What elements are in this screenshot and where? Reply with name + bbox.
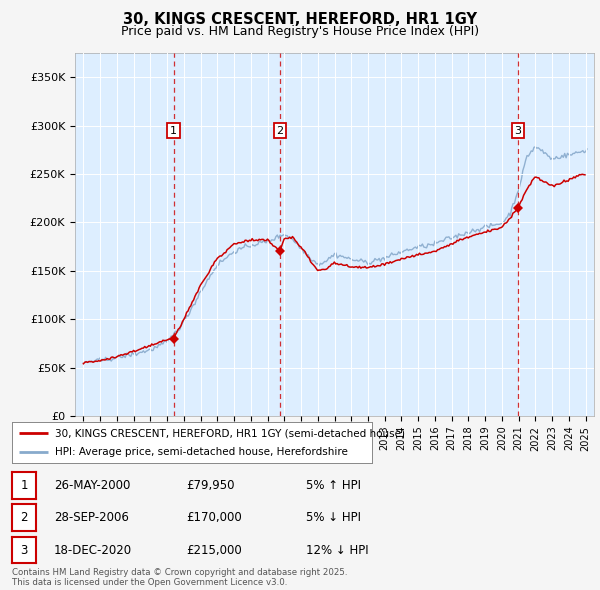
Text: 5% ↑ HPI: 5% ↑ HPI xyxy=(306,478,361,492)
Text: 30, KINGS CRESCENT, HEREFORD, HR1 1GY: 30, KINGS CRESCENT, HEREFORD, HR1 1GY xyxy=(123,12,477,27)
Text: 2: 2 xyxy=(20,511,28,525)
Text: Contains HM Land Registry data © Crown copyright and database right 2025.
This d: Contains HM Land Registry data © Crown c… xyxy=(12,568,347,587)
Text: £79,950: £79,950 xyxy=(186,478,235,492)
Text: 1: 1 xyxy=(20,478,28,492)
Text: 30, KINGS CRESCENT, HEREFORD, HR1 1GY (semi-detached house): 30, KINGS CRESCENT, HEREFORD, HR1 1GY (s… xyxy=(55,428,405,438)
Text: 12% ↓ HPI: 12% ↓ HPI xyxy=(306,543,368,557)
Text: Price paid vs. HM Land Registry's House Price Index (HPI): Price paid vs. HM Land Registry's House … xyxy=(121,25,479,38)
Text: 2: 2 xyxy=(277,126,283,136)
Text: 3: 3 xyxy=(514,126,521,136)
Text: 28-SEP-2006: 28-SEP-2006 xyxy=(54,511,129,525)
Text: 5% ↓ HPI: 5% ↓ HPI xyxy=(306,511,361,525)
Text: £170,000: £170,000 xyxy=(186,511,242,525)
Text: 26-MAY-2000: 26-MAY-2000 xyxy=(54,478,130,492)
Text: 18-DEC-2020: 18-DEC-2020 xyxy=(54,543,132,557)
Text: 3: 3 xyxy=(20,543,28,557)
Text: £215,000: £215,000 xyxy=(186,543,242,557)
Text: 1: 1 xyxy=(170,126,177,136)
Text: HPI: Average price, semi-detached house, Herefordshire: HPI: Average price, semi-detached house,… xyxy=(55,447,348,457)
